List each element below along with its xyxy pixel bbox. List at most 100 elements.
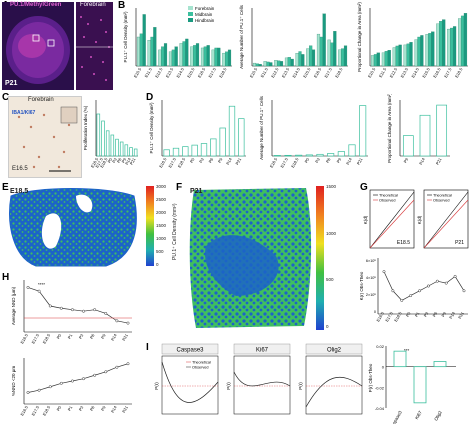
h1-point [126, 321, 130, 325]
b3-bar [376, 52, 380, 67]
g-bottom-point [462, 289, 466, 293]
g-bottom-point [409, 294, 413, 298]
i-plot-frame [305, 355, 363, 415]
i-title: Ki67 [256, 348, 269, 354]
b3-bar [373, 54, 378, 67]
i-right-xtick: Ki67 [414, 410, 423, 421]
d2-xtick: P9 [335, 156, 342, 163]
colorbar-tick: 3000 [156, 184, 167, 189]
c1-bar [129, 147, 133, 157]
d1-bar [172, 147, 180, 157]
legend-label: Hindbrain [195, 18, 215, 23]
d2-bar [305, 154, 313, 157]
panel-letter-c: C [2, 92, 10, 103]
c1-xtick: P3 [111, 156, 118, 163]
b3-bar [452, 26, 457, 67]
b1-bar [227, 49, 232, 67]
d1-bar [210, 138, 217, 157]
c1-bar [105, 130, 110, 157]
colorbar-tick: 1500 [156, 223, 167, 228]
h2-point [115, 365, 119, 369]
g-bottom-xtick: P9 [440, 310, 447, 317]
panel-c-age: E16.5 [12, 166, 28, 172]
g-bottom-point [382, 270, 386, 274]
h1-point [82, 309, 86, 313]
d2-ylabel: Average Number of PU.1⁺ Cells [259, 95, 264, 160]
brain-section-image [6, 16, 70, 84]
b2-bar [319, 36, 323, 67]
legend-label: Midbrain [195, 12, 213, 17]
b3-bar [436, 23, 440, 67]
i-right-ytick: -0.02 [375, 385, 385, 390]
b1-xtick: E13.5 [165, 66, 175, 78]
b3-bar [381, 52, 386, 67]
colorbar-tick: 0 [156, 262, 159, 267]
i-observed-line [233, 371, 291, 387]
i-title-box [305, 343, 363, 355]
c1-bar [110, 134, 115, 157]
b1-xtick: E16.5 [197, 66, 207, 78]
b2-bar [295, 53, 299, 67]
d2-bar [316, 153, 324, 157]
panel-h-charts: Average NND (μm)E16.5 E17.5 E18.5 P0 P1 P3 P6 P… [11, 280, 132, 417]
h1-xtick: E17.5 [30, 332, 40, 344]
panel-e-age: E18.5 [10, 188, 29, 195]
h2-xtick: P9 [100, 404, 107, 411]
c1-xtick: E17.5 [94, 156, 104, 168]
panel-a-image [2, 2, 74, 90]
h1-point [59, 306, 63, 310]
h1-sig: **** [38, 282, 45, 287]
d1-bar [191, 144, 198, 157]
b2-bar [266, 61, 270, 67]
h2-point [48, 385, 52, 389]
b2-xtick: E17.5 [323, 66, 333, 78]
h1-xtick: P21 [121, 332, 129, 341]
g-bottom-point [444, 281, 448, 285]
g-bottom-point [453, 274, 457, 278]
b1-bar [171, 49, 175, 67]
legend-swatch [188, 6, 193, 10]
g-bottom-point [426, 284, 430, 288]
colorbar-f [316, 186, 324, 330]
panel-c-stain: IBA1/KI67 [12, 110, 36, 116]
g-age-label: E18.5 [397, 240, 410, 246]
i-legend-label: Observed [192, 366, 208, 370]
b2-bar [287, 57, 291, 67]
g-bottom-point [435, 279, 439, 283]
g-bottom-xtick: E16.5 [375, 310, 385, 322]
b2-bar [338, 49, 342, 67]
i-observed-line [161, 361, 219, 403]
h1-point [37, 289, 41, 293]
i-title: Caspase3 [176, 348, 204, 354]
g-bottom-point [400, 298, 404, 302]
g-bottom-xtick: P6 [431, 310, 438, 317]
c1-bar [124, 144, 129, 157]
b3-bar [428, 33, 432, 67]
b1-xtick: E11.5 [143, 66, 153, 78]
b1-bar [147, 40, 151, 67]
i-observed-line [305, 377, 363, 408]
b1-bar [158, 49, 162, 67]
h2-xtick: P21 [121, 404, 129, 413]
panel-a-age: P21 [5, 80, 18, 87]
d2-bar [348, 144, 356, 157]
b2-bar [316, 33, 321, 67]
i-ylabel-small: P(r) [154, 382, 159, 390]
b3-bar [409, 42, 413, 67]
colorbar-e [146, 186, 154, 266]
b2-xtick: E12.5 [270, 66, 280, 78]
d2-xtick: P0 [303, 156, 310, 163]
b2-xtick: E11.5 [259, 66, 269, 78]
panel-letter-g: G [360, 182, 368, 193]
g-theoretical-line [369, 191, 415, 249]
b3-bar [420, 35, 424, 67]
g-theoretical-line [423, 191, 469, 249]
b1-bar [179, 43, 183, 67]
g-bottom-xtick: P3 [423, 310, 430, 317]
h2-point [70, 379, 74, 383]
d3-bar [436, 104, 448, 157]
d2-bar [284, 154, 292, 157]
d1-xtick: E16.5 [158, 156, 168, 168]
h1-point [115, 319, 119, 323]
